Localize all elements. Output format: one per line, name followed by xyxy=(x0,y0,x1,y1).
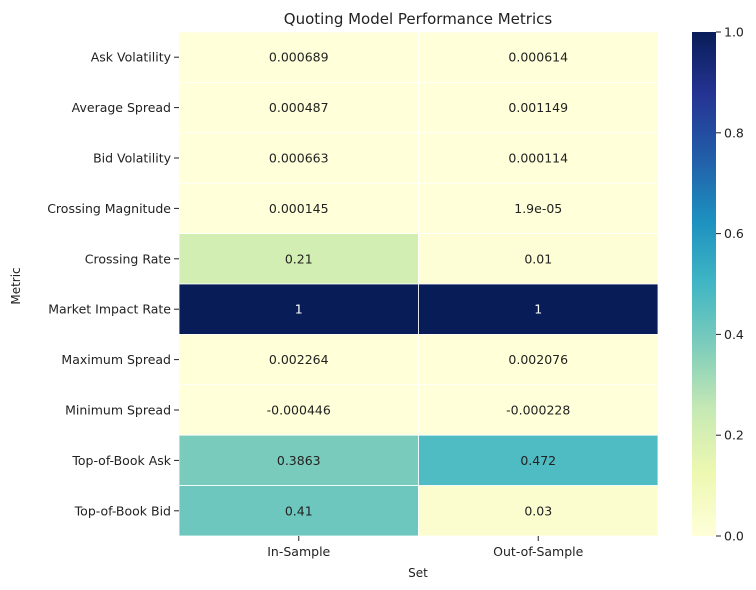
cell-value-label: 0.03 xyxy=(524,503,552,518)
y-tick-label: Market Impact Rate xyxy=(48,302,171,317)
cell-value-label: 0.000487 xyxy=(269,100,329,115)
cell-value-label: 0.01 xyxy=(524,251,552,266)
colorbar-tick-label: 0.2 xyxy=(724,428,744,443)
x-axis-label: Set xyxy=(408,566,428,580)
y-axis-label: Metric xyxy=(9,267,23,304)
cell-value-label: 0.000663 xyxy=(269,151,329,166)
y-tick-label: Top-of-Book Bid xyxy=(74,503,171,518)
heatmap-cell xyxy=(418,333,659,386)
cell-value-label: 0.41 xyxy=(285,503,313,518)
colorbar-gradient xyxy=(692,32,716,536)
heatmap-cell xyxy=(418,132,659,184)
y-tick-labels: Ask Volatility Average Spread Bid Volatili… xyxy=(47,50,179,518)
heatmap-cell xyxy=(418,485,659,537)
x-tick-label: Out-of-Sample xyxy=(493,544,583,559)
cell-value-label: 0.000114 xyxy=(508,151,568,166)
cell-value-label: 0.002076 xyxy=(508,352,568,367)
heatmap-cell xyxy=(178,132,419,184)
heatmap-cell xyxy=(418,31,659,83)
cell-value-label: 0.000145 xyxy=(269,201,329,216)
colorbar-tick-label: 0.6 xyxy=(724,226,744,241)
heatmap-cell xyxy=(178,31,419,83)
cell-value-label: 1 xyxy=(534,302,542,317)
cell-value-label: -0.000228 xyxy=(506,403,570,418)
colorbar-tick-label: 0.4 xyxy=(724,327,744,342)
colorbar: 0.0 0.2 0.4 0.6 0.8 1.0 xyxy=(692,25,744,544)
heatmap-cells xyxy=(178,31,659,537)
y-tick-label: Bid Volatility xyxy=(93,151,172,166)
y-tick-label: Crossing Rate xyxy=(85,251,172,266)
heatmap-cell xyxy=(178,434,419,487)
colorbar-tick-label: 1.0 xyxy=(724,25,744,40)
heatmap-cell xyxy=(418,283,659,335)
cell-value-label: 0.002264 xyxy=(269,352,329,367)
x-tick-label: In-Sample xyxy=(267,544,330,559)
y-tick-label: Top-of-Book Ask xyxy=(71,453,171,468)
y-tick-label: Crossing Magnitude xyxy=(47,201,171,216)
y-tick-label: Maximum Spread xyxy=(61,352,171,367)
colorbar-tick-label: 0.8 xyxy=(724,125,744,140)
cell-value-label: 1 xyxy=(295,302,303,317)
cell-value-label: -0.000446 xyxy=(267,403,331,418)
heatmap-cell xyxy=(178,82,419,134)
cell-value-label: 1.9e-05 xyxy=(514,201,562,216)
cell-labels: 0.000689 0.000614 0.000487 0.001149 0.000663… xyxy=(267,50,571,519)
y-tick-label: Minimum Spread xyxy=(65,403,171,418)
heatmap-cell xyxy=(418,384,659,436)
y-tick-label: Ask Volatility xyxy=(91,50,172,65)
cell-value-label: 0.000689 xyxy=(269,50,329,65)
cell-value-label: 0.000614 xyxy=(508,50,568,65)
heatmap-cell xyxy=(418,82,659,134)
cell-value-label: 0.3863 xyxy=(277,453,321,468)
heatmap-cell xyxy=(178,485,419,537)
cell-value-label: 0.001149 xyxy=(508,100,568,115)
heatmap-cell xyxy=(418,233,659,285)
heatmap-cell xyxy=(418,182,659,234)
heatmap-cell xyxy=(178,333,419,386)
y-tick-label: Average Spread xyxy=(72,100,171,115)
heatmap-cell xyxy=(178,384,419,436)
cell-value-label: 0.472 xyxy=(520,453,556,468)
cell-value-label: 0.21 xyxy=(285,251,313,266)
colorbar-tick-label: 0.0 xyxy=(724,529,744,544)
chart-title: Quoting Model Performance Metrics xyxy=(284,10,553,28)
x-tick-labels: In-Sample Out-of-Sample xyxy=(267,536,584,559)
heatmap-cell xyxy=(418,434,659,487)
